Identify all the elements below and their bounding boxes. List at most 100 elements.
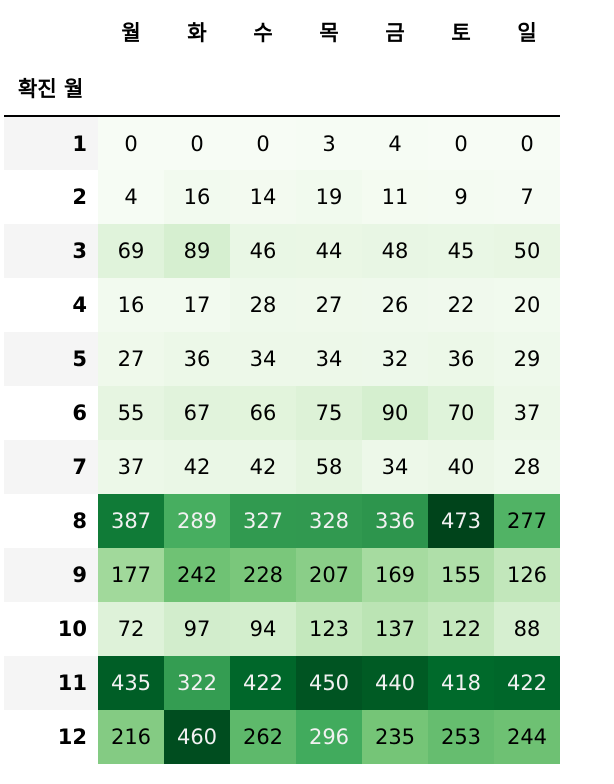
heatmap-cell: 19 xyxy=(296,170,362,224)
row-label: 6 xyxy=(72,401,87,425)
heatmap-cell: 28 xyxy=(494,440,560,494)
heatmap-cell: 296 xyxy=(296,710,362,764)
heatmap-cell: 50 xyxy=(494,224,560,278)
heatmap-cell: 44 xyxy=(296,224,362,278)
heatmap-cell: 26 xyxy=(362,278,428,332)
heatmap-cell: 137 xyxy=(362,602,428,656)
heatmap-cell: 42 xyxy=(230,440,296,494)
heatmap-cell: 67 xyxy=(164,386,230,440)
column-header-row: 월 화 수 목 금 토 일 xyxy=(4,4,560,60)
heatmap-table: 월 화 수 목 금 토 일 확진 월 1 0 0 0 3 4 0 0 2 4 16 14 19 11 9 7 3… xyxy=(4,4,560,764)
heatmap-cell: 422 xyxy=(494,656,560,710)
heatmap-cell: 7 xyxy=(494,170,560,224)
column-header-sun: 일 xyxy=(517,21,537,45)
table-row: 10 72 97 94 123 137 122 88 xyxy=(4,602,560,656)
heatmap-cell: 155 xyxy=(428,548,494,602)
heatmap-cell: 17 xyxy=(164,278,230,332)
index-name-label: 확진 월 xyxy=(4,60,98,117)
heatmap-cell: 88 xyxy=(494,602,560,656)
heatmap-cell: 422 xyxy=(230,656,296,710)
heatmap-cell: 177 xyxy=(98,548,164,602)
table-row: 12 216 460 262 296 235 253 244 xyxy=(4,710,560,764)
heatmap-cell: 22 xyxy=(428,278,494,332)
heatmap-cell: 207 xyxy=(296,548,362,602)
table-row: 2 4 16 14 19 11 9 7 xyxy=(4,170,560,224)
heatmap-cell: 14 xyxy=(230,170,296,224)
heatmap-cell: 435 xyxy=(98,656,164,710)
heatmap-cell: 70 xyxy=(428,386,494,440)
heatmap-cell: 48 xyxy=(362,224,428,278)
heatmap-cell: 97 xyxy=(164,602,230,656)
heatmap-cell: 16 xyxy=(164,170,230,224)
heatmap-cell: 327 xyxy=(230,494,296,548)
heatmap-cell: 4 xyxy=(362,116,428,170)
table-row: 3 69 89 46 44 48 45 50 xyxy=(4,224,560,278)
table-row: 9 177 242 228 207 169 155 126 xyxy=(4,548,560,602)
heatmap-cell: 277 xyxy=(494,494,560,548)
heatmap-cell: 37 xyxy=(494,386,560,440)
header-corner xyxy=(4,4,98,60)
heatmap-cell: 126 xyxy=(494,548,560,602)
heatmap-cell: 0 xyxy=(98,116,164,170)
heatmap-cell: 328 xyxy=(296,494,362,548)
column-header-tue: 화 xyxy=(187,21,207,45)
heatmap-cell: 11 xyxy=(362,170,428,224)
row-label: 1 xyxy=(4,116,98,170)
row-label: 9 xyxy=(4,548,98,602)
table-row: 7 37 42 42 58 34 40 28 xyxy=(4,440,560,494)
heatmap-cell: 27 xyxy=(296,278,362,332)
heatmap-cell: 34 xyxy=(362,440,428,494)
heatmap-cell: 89 xyxy=(164,224,230,278)
table-row: 5 27 36 34 34 32 36 29 xyxy=(4,332,560,386)
heatmap-cell: 262 xyxy=(230,710,296,764)
table-body: 1 0 0 0 3 4 0 0 2 4 16 14 19 11 9 7 3 69 89 46 44 48 45 50 4 16 17… xyxy=(4,116,560,764)
heatmap-cell: 3 xyxy=(296,116,362,170)
table-row: 6 55 67 66 75 90 70 37 xyxy=(4,386,560,440)
heatmap-cell: 228 xyxy=(230,548,296,602)
row-label: 2 xyxy=(72,185,87,209)
heatmap-cell: 336 xyxy=(362,494,428,548)
heatmap-cell: 42 xyxy=(164,440,230,494)
heatmap-cell: 90 xyxy=(362,386,428,440)
heatmap-cell: 45 xyxy=(428,224,494,278)
heatmap-cell: 32 xyxy=(362,332,428,386)
heatmap-cell: 34 xyxy=(296,332,362,386)
table-row: 8 387 289 327 328 336 473 277 xyxy=(4,494,560,548)
heatmap-cell: 216 xyxy=(98,710,164,764)
column-header-sat: 토 xyxy=(451,21,471,45)
row-label: 8 xyxy=(72,509,87,533)
heatmap-cell: 440 xyxy=(362,656,428,710)
heatmap-cell: 28 xyxy=(230,278,296,332)
row-label: 7 xyxy=(4,440,98,494)
heatmap-cell: 36 xyxy=(164,332,230,386)
index-name-filler xyxy=(98,60,560,117)
heatmap-cell: 72 xyxy=(98,602,164,656)
row-label: 5 xyxy=(4,332,98,386)
heatmap-cell: 34 xyxy=(230,332,296,386)
heatmap-cell: 123 xyxy=(296,602,362,656)
heatmap-cell: 0 xyxy=(164,116,230,170)
heatmap-cell: 322 xyxy=(164,656,230,710)
row-label: 3 xyxy=(4,224,98,278)
heatmap-cell: 69 xyxy=(98,224,164,278)
heatmap-cell: 75 xyxy=(296,386,362,440)
heatmap-cell: 253 xyxy=(428,710,494,764)
heatmap-cell: 242 xyxy=(164,548,230,602)
column-header-thu: 목 xyxy=(319,21,339,45)
heatmap-cell: 58 xyxy=(296,440,362,494)
heatmap-cell: 66 xyxy=(230,386,296,440)
heatmap-cell: 169 xyxy=(362,548,428,602)
heatmap-cell: 9 xyxy=(428,170,494,224)
index-name-row: 확진 월 xyxy=(4,60,560,117)
heatmap-cell: 235 xyxy=(362,710,428,764)
heatmap-cell: 29 xyxy=(494,332,560,386)
heatmap-cell: 55 xyxy=(98,386,164,440)
column-header-wed: 수 xyxy=(253,21,273,45)
heatmap-cell: 16 xyxy=(98,278,164,332)
heatmap-cell: 289 xyxy=(164,494,230,548)
column-header-fri: 금 xyxy=(385,21,405,45)
heatmap-cell: 244 xyxy=(494,710,560,764)
heatmap-cell: 0 xyxy=(494,116,560,170)
